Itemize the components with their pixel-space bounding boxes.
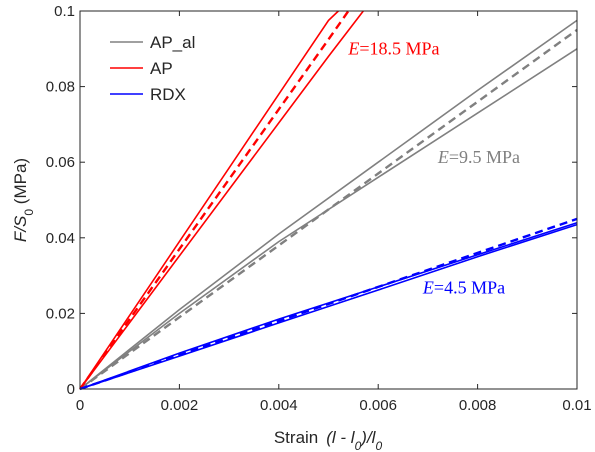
- series-line-ap-4: [79, 10, 364, 390]
- y-tick-label: 0: [67, 381, 75, 398]
- legend-label-rdx: RDX: [150, 85, 186, 104]
- y-tick-label: 0.06: [46, 154, 75, 171]
- x-tick-label: 0.01: [562, 397, 591, 414]
- y-tick-label: 0.1: [54, 3, 75, 20]
- tick-layer: 0 0.002 0.004 0.006 0.008 0.01 0 0.02 0.04 0.06 0.…: [46, 3, 592, 414]
- series-line-ap-al-0: [79, 19, 578, 390]
- x-tick-label: 0.004: [260, 397, 298, 414]
- plot-frame: [79, 10, 578, 390]
- y-tick-label: 0.02: [46, 305, 75, 322]
- modulus-annotation: E=9.5 MPa: [437, 147, 520, 167]
- series-line-ap-3: [79, 10, 339, 390]
- y-axis-title: F/S0 (MPa): [11, 158, 36, 242]
- series-line-rdx-7: [79, 223, 578, 390]
- x-tick-label: 0.008: [459, 397, 497, 414]
- x-axis-title: Strain (l - l0)/l0: [274, 428, 383, 452]
- annotation-layer: E=18.5 MPa E=9.5 MPa E=4.5 MPa: [347, 38, 520, 297]
- modulus-annotation: E=18.5 MPa: [347, 38, 439, 58]
- series-layer: [79, 10, 578, 391]
- y-tick-label: 0.04: [46, 230, 75, 247]
- x-tick-label: 0: [76, 397, 84, 414]
- series-line-rdx-8: [79, 217, 578, 391]
- legend-label-ap-al: AP_al: [150, 33, 195, 52]
- series-line-ap-5: [79, 10, 350, 390]
- y-tick-label: 0.08: [46, 79, 75, 96]
- modulus-annotation: E=4.5 MPa: [422, 278, 505, 298]
- x-tick-label: 0.002: [161, 397, 199, 414]
- legend: AP_al AP RDX: [110, 33, 195, 104]
- x-tick-label: 0.006: [359, 397, 397, 414]
- legend-label-ap: AP: [150, 59, 173, 78]
- series-line-ap-al-2: [79, 28, 578, 390]
